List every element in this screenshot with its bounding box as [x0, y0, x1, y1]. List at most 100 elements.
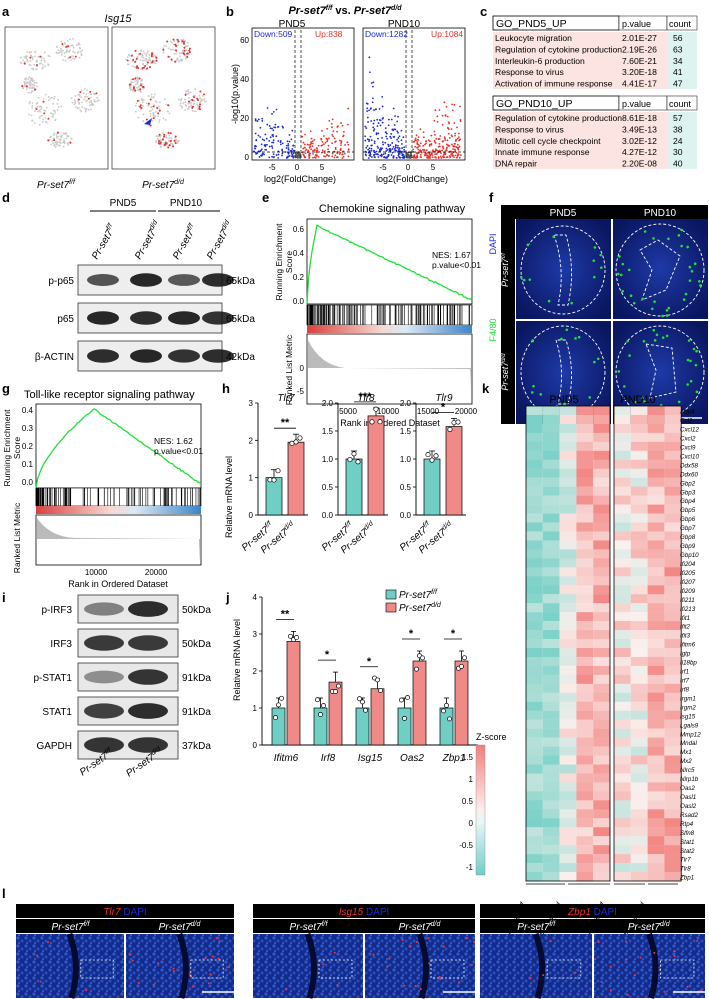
heatmap-gene-label: Irgm1 [680, 695, 696, 702]
svg-text:10000: 10000 [377, 407, 400, 416]
heatmap-gene-label: Tlr8 [680, 866, 691, 873]
svg-text:0: 0 [406, 163, 411, 172]
panel-f: f PND5 PND10 Pr-set7f/f Pr-set7d/d DAPI … [488, 190, 708, 424]
bar [345, 458, 363, 516]
panel-letter: e [262, 190, 269, 205]
f480-label: F4/80 [488, 318, 498, 341]
bar [445, 426, 463, 516]
blot-label: IRF3 [50, 639, 72, 650]
tick-label: 1.0 [322, 455, 334, 464]
zscore-colorbar [475, 744, 486, 876]
table-cell: Innate immune response [495, 147, 590, 157]
dapi-label: DAPI [488, 233, 498, 254]
gene-title: Tlr9 [435, 393, 453, 404]
volcano-pnd5-title: PND5 [279, 19, 306, 30]
blot-label: p-STAT1 [33, 673, 72, 684]
fish-column-label: Pr-set7d/d [159, 921, 202, 933]
panel-b: b Pr-set7f/f vs. Pr-set7d/d PND5 PND10 D… [226, 4, 466, 184]
significance: * [325, 649, 330, 661]
gene-label: Irf8 [321, 753, 336, 764]
svg-text:0: 0 [295, 163, 300, 172]
heatmap-gene-label: Gbp5 [680, 507, 696, 514]
x-axis-label: log2(FoldChange) [376, 174, 448, 184]
svg-text:0.2: 0.2 [293, 273, 305, 282]
table-header: GO_PND10_UP [496, 98, 572, 110]
rank-color-bar [307, 325, 472, 333]
heatmap-gene-label: Irf1 [680, 669, 689, 676]
gsea-title: Toll-like receptor signaling pathway [24, 389, 195, 401]
panel-letter: l [2, 886, 6, 901]
column-label: PND5 [549, 394, 578, 406]
y-axis-label: -log10(p.value) [230, 64, 240, 124]
blot-label: p-p65 [48, 276, 74, 287]
bar [397, 707, 412, 746]
heatmap-gene-label: Ifitm6 [680, 642, 696, 649]
heatmap-gene-label: Gbp3 [680, 489, 696, 496]
heatmap-gene-label: Ccl2 [680, 418, 693, 425]
panel-c: c GO_PND5_UP p.value count Leukocyte migrat… [480, 4, 698, 169]
tick-label: 2.0 [400, 399, 412, 408]
blot-label: β-ACTIN [35, 352, 74, 363]
kda-label: 50kDa [182, 605, 211, 616]
y-axis-label: Ranked List Metric [12, 502, 22, 573]
heatmap-gene-label: Irf7 [680, 677, 689, 684]
volcano-yticks: 0 20 40 60 [240, 36, 249, 162]
blot-label: p65 [57, 314, 74, 325]
column-label: PND5 [550, 208, 577, 219]
western-blot-i: p-IRF3 50kDa IRF3 50kDa p-STAT1 91kDa STAT1 91k… [33, 594, 211, 760]
heatmap-gene-label: Irf8 [680, 686, 689, 693]
heatmap-gene-label: Nlrp1b [680, 776, 699, 783]
table-cell: 30 [673, 147, 683, 157]
heatmap-gene-label: Gbp10 [680, 552, 699, 559]
gsea-title: Chemokine signaling pathway [319, 203, 466, 215]
table-cell: 2.19E-26 [622, 44, 657, 54]
enrichment-curve [35, 408, 202, 489]
kda-label: 65kDa [226, 276, 255, 287]
heatmap-gene-label: Gbp4 [680, 498, 696, 505]
gene-title: Tlr7 [277, 393, 295, 404]
panel-letter: i [2, 590, 6, 605]
heatmap-gene-label: Nlrc5 [680, 767, 695, 774]
group-label: PND10 [170, 198, 203, 209]
blot-label: STAT1 [42, 707, 72, 718]
legend-swatch [385, 602, 397, 613]
panel-letter: h [222, 381, 230, 396]
panel-letter: j [225, 590, 230, 605]
tick-label: 2.0 [322, 399, 334, 408]
rank-color-bar [36, 506, 201, 514]
svg-text:0.2: 0.2 [22, 442, 34, 451]
svg-text:0.4: 0.4 [22, 406, 34, 415]
y-axis-label: Running Enrichment [2, 409, 12, 487]
x-axis-label: log2(FoldChange) [264, 174, 336, 184]
gene-title: Tlr8 [357, 393, 375, 404]
umap-label-ff: Pr-set7f/f [37, 179, 76, 191]
panel-letter: d [2, 190, 10, 205]
bar [454, 660, 469, 746]
heatmap-gene-label: Ifi209 [680, 588, 696, 595]
hit-lines [35, 488, 201, 506]
heatmap-gene-label: Mx1 [680, 749, 692, 756]
heatmap-gene-label: Tlr7 [680, 857, 691, 864]
svg-text:5000: 5000 [339, 407, 357, 416]
fish-images: Tlr7 DAPI Pr-set7f/f Pr-set7d/d Isg15 DAPI P… [16, 904, 705, 933]
tick-label: 2 [253, 667, 258, 676]
table-cell: 47 [673, 79, 683, 89]
western-blot-d: p-p65 65kDa p65 65kDa β-ACTIN 42kDa [35, 264, 255, 372]
heatmap-gene-label: Il18bp [680, 660, 697, 667]
sample-label: Pr-set7f/f [170, 222, 200, 262]
tick-label: 2 [249, 436, 254, 445]
svg-text:1: 1 [469, 775, 474, 784]
pvalue-label: p.value<0.01 [154, 446, 203, 456]
svg-text:5: 5 [431, 163, 436, 172]
table-cell: Mitotic cell cycle checkpoint [495, 136, 601, 146]
sample-labels: Pr-set7f/fPr-set7d/dPr-set7f/fPr-set7d/d [90, 218, 236, 262]
tick-label: 0 [253, 741, 258, 750]
svg-text:0.3: 0.3 [22, 424, 34, 433]
panel-l: l Tlr7 DAPI Pr-set7f/f Pr-set7d/d Isg15 DAP… [2, 886, 705, 933]
up-count: Up:1084 [431, 29, 463, 39]
table-header: GO_PND5_UP [496, 18, 567, 30]
fish-column-label: Pr-set7d/d [628, 921, 671, 933]
sample-label: Pr-set7d/d [204, 218, 236, 261]
gene-label: Isg15 [358, 753, 383, 764]
